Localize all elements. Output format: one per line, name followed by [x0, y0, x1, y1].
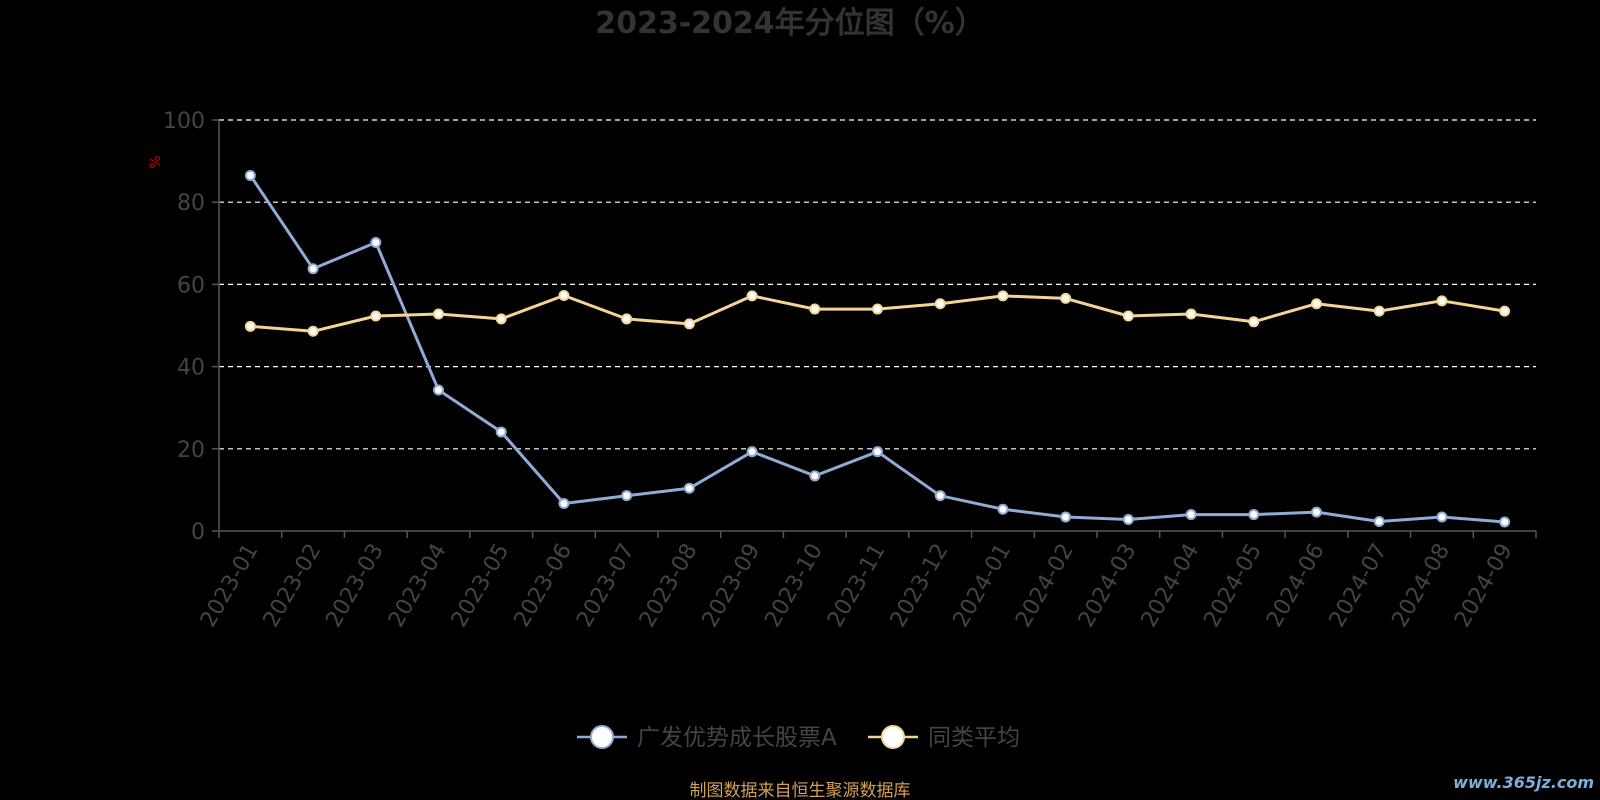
legend[interactable]: 广发优势成长股票A 同类平均 [577, 725, 1020, 751]
x-tick-label: 2023-12 [886, 540, 954, 632]
y-axis-unit-label: % [148, 155, 164, 168]
data-point[interactable] [433, 384, 444, 396]
axes [218, 120, 1536, 532]
x-tick-label: 2023-04 [384, 540, 452, 632]
x-tick-label: 2024-05 [1199, 540, 1267, 632]
data-point[interactable] [1122, 310, 1134, 322]
chart-title: 2023-2024年分位图（%） [595, 6, 985, 41]
y-tick-label: 60 [177, 273, 205, 298]
x-tick-label: 2024-09 [1450, 540, 1518, 632]
data-source-note: 制图数据来自恒生聚源数据库 [690, 781, 911, 800]
x-tick-label: 2024-06 [1262, 540, 1330, 632]
data-point[interactable] [370, 236, 382, 248]
data-point[interactable] [934, 298, 946, 310]
y-tick-label: 20 [177, 438, 205, 463]
x-tick-label: 2024-02 [1011, 540, 1079, 632]
data-point[interactable] [244, 320, 256, 332]
x-tick-label: 2023-11 [823, 540, 891, 632]
data-point[interactable] [558, 497, 570, 509]
data-point[interactable] [997, 503, 1009, 515]
y-tick-label: 40 [177, 356, 205, 381]
data-point[interactable] [621, 490, 633, 502]
watermark: www.365jz.com [1453, 773, 1594, 792]
data-point[interactable] [746, 290, 758, 302]
data-point[interactable] [433, 308, 444, 320]
x-tick-label: 2024-08 [1388, 540, 1456, 632]
data-point[interactable] [1436, 511, 1448, 523]
data-point[interactable] [558, 289, 570, 301]
data-point[interactable] [1060, 292, 1072, 304]
data-point[interactable] [621, 313, 633, 325]
data-point[interactable] [872, 446, 883, 458]
data-point[interactable] [934, 490, 946, 502]
x-tick-label: 2023-08 [635, 540, 703, 632]
data-point[interactable] [683, 482, 695, 494]
legend-item[interactable]: 同类平均 [868, 725, 1020, 751]
data-point[interactable] [1373, 305, 1385, 317]
data-point[interactable] [683, 318, 695, 330]
x-tick-label: 2023-06 [510, 540, 578, 632]
legend-item[interactable]: 广发优势成长股票A [577, 725, 837, 751]
grid-lines [219, 119, 1536, 450]
data-point[interactable] [1185, 308, 1197, 320]
data-point[interactable] [307, 325, 319, 337]
legend-marker-swatch [881, 725, 905, 749]
x-tick-label: 2024-01 [949, 540, 1017, 632]
data-point[interactable] [244, 169, 256, 181]
series-line [249, 174, 1505, 524]
legend-marker-swatch [590, 725, 614, 749]
data-point[interactable] [809, 470, 821, 482]
data-point[interactable] [1436, 295, 1448, 307]
x-axis-ticks: 2023-012023-022023-032023-042023-052023-… [196, 531, 1537, 632]
data-point[interactable] [495, 426, 507, 438]
data-point[interactable] [1311, 298, 1322, 310]
x-tick-label: 2023-05 [447, 540, 515, 632]
data-point[interactable] [997, 290, 1009, 302]
y-tick-label: 0 [191, 520, 205, 545]
data-point[interactable] [1499, 305, 1511, 317]
data-point[interactable] [809, 303, 821, 315]
x-tick-label: 2024-07 [1325, 540, 1393, 632]
x-tick-label: 2023-03 [321, 540, 389, 632]
data-point[interactable] [495, 313, 507, 325]
data-point[interactable] [1499, 516, 1511, 528]
y-axis-ticks: 0 20 40 60 80 100 [163, 109, 219, 545]
data-point[interactable] [872, 303, 883, 315]
data-point[interactable] [1373, 516, 1385, 528]
x-tick-label: 2024-03 [1074, 540, 1142, 632]
x-tick-label: 2023-10 [760, 540, 828, 632]
data-point[interactable] [370, 310, 382, 322]
y-tick-label: 80 [177, 191, 205, 216]
x-tick-label: 2023-07 [572, 540, 640, 632]
y-tick-label: 100 [163, 109, 205, 134]
data-point[interactable] [307, 263, 319, 275]
x-tick-label: 2023-09 [698, 540, 766, 632]
x-tick-label: 2023-01 [196, 540, 264, 632]
series-lines [244, 169, 1511, 528]
legend-label: 同类平均 [928, 725, 1020, 751]
data-point[interactable] [1185, 509, 1197, 521]
data-point[interactable] [1248, 509, 1260, 521]
legend-label: 广发优势成长股票A [637, 725, 837, 751]
x-tick-label: 2024-04 [1137, 540, 1205, 632]
x-tick-label: 2023-02 [259, 540, 327, 632]
data-point[interactable] [746, 446, 758, 458]
data-point[interactable] [1311, 506, 1322, 518]
data-point[interactable] [1122, 513, 1134, 525]
data-point[interactable] [1248, 316, 1260, 328]
data-point[interactable] [1060, 511, 1072, 523]
